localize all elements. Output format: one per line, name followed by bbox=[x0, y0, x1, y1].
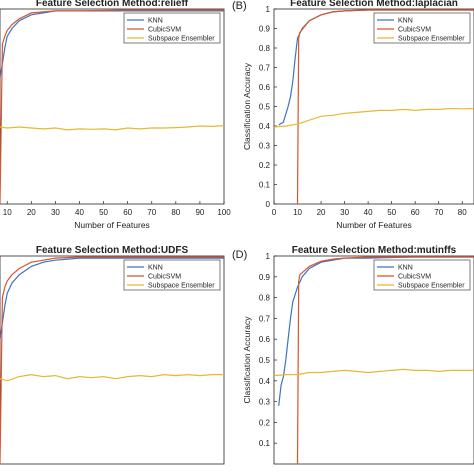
x-tick-label: 50 bbox=[387, 208, 396, 217]
y-tick-label: 0.7 bbox=[259, 64, 271, 73]
legend-label: Subspace Ensembler bbox=[148, 283, 215, 290]
y-tick-label: 0.2 bbox=[259, 418, 271, 427]
y-axis-label: Classification Accuracy bbox=[242, 62, 252, 150]
y-tick-label: 0.6 bbox=[259, 83, 271, 92]
plot-area bbox=[0, 255, 225, 465]
series-line-knn bbox=[0, 257, 224, 340]
y-tick-label: 0.2 bbox=[259, 161, 271, 170]
x-tick-label: 80 bbox=[458, 208, 467, 217]
x-tick-label: 30 bbox=[340, 208, 349, 217]
y-tick-label: 0.9 bbox=[259, 25, 271, 34]
y-tick-label: 0.9 bbox=[259, 273, 271, 282]
series-line-cubicsvm bbox=[0, 9, 224, 204]
x-tick-label: 10 bbox=[293, 208, 302, 217]
x-tick-label: 40 bbox=[364, 208, 373, 217]
series-line-cubicsvm bbox=[0, 256, 224, 464]
legend-label: Subspace Ensembler bbox=[398, 283, 465, 290]
y-axis-label: Classification Accuracy bbox=[242, 316, 252, 404]
y-tick-label: 1 bbox=[266, 252, 271, 261]
y-tick-label: 0.8 bbox=[259, 294, 271, 303]
chart-title: Feature Selection Method:relieff bbox=[36, 0, 189, 9]
y-tick-label: 0.3 bbox=[259, 398, 271, 407]
y-tick-label: 0.5 bbox=[259, 356, 271, 365]
legend-label: Subspace Ensembler bbox=[148, 36, 215, 43]
panel-letter: (B) bbox=[232, 0, 247, 12]
y-tick-label: 0 bbox=[266, 200, 271, 209]
chart-title: Feature Selection Method:laplacian bbox=[290, 0, 458, 9]
x-tick-label: 20 bbox=[27, 208, 36, 217]
x-axis-label: Number of Features bbox=[74, 220, 150, 230]
chart-title: Feature Selection Method:UDFS bbox=[36, 245, 189, 256]
legend-label: CubicSVM bbox=[148, 274, 181, 281]
legend-label: KNN bbox=[148, 265, 163, 272]
y-tick-label: 0.6 bbox=[259, 335, 271, 344]
series-line-cubicsvm bbox=[296, 9, 474, 204]
legend-label: Subspace Ensembler bbox=[398, 36, 465, 43]
series-line-subspace-ensembler bbox=[274, 107, 474, 128]
x-tick-label: 50 bbox=[99, 208, 108, 217]
legend-label: KNN bbox=[148, 18, 163, 25]
x-tick-label: 80 bbox=[171, 208, 180, 217]
y-tick-label: 1 bbox=[266, 5, 271, 14]
y-tick-label: 0.7 bbox=[259, 314, 271, 323]
series-line-subspace-ensembler bbox=[274, 368, 474, 377]
x-tick-label: 70 bbox=[434, 208, 443, 217]
series-line-knn bbox=[0, 10, 224, 78]
x-tick-label: 60 bbox=[411, 208, 420, 217]
y-tick-label: 0.4 bbox=[259, 122, 271, 131]
series-line-cubicsvm bbox=[296, 256, 474, 464]
legend-label: CubicSVM bbox=[398, 27, 431, 34]
y-tick-label: 0.3 bbox=[259, 142, 271, 151]
chart-title: Feature Selection Method:mutinffs bbox=[292, 245, 457, 256]
y-tick-label: 0.5 bbox=[259, 103, 271, 112]
y-tick-label: 0.4 bbox=[259, 377, 271, 386]
x-axis-label: Number of Features bbox=[336, 220, 412, 230]
x-tick-label: 20 bbox=[317, 208, 326, 217]
legend-label: KNN bbox=[398, 18, 413, 25]
y-tick-label: 0.1 bbox=[259, 439, 271, 448]
legend-label: CubicSVM bbox=[398, 274, 431, 281]
series-line-subspace-ensembler bbox=[0, 373, 224, 382]
x-tick-label: 70 bbox=[147, 208, 156, 217]
legend-label: CubicSVM bbox=[148, 27, 181, 34]
series-line-subspace-ensembler bbox=[0, 125, 224, 131]
x-tick-label: 30 bbox=[51, 208, 60, 217]
x-tick-label: 60 bbox=[123, 208, 132, 217]
x-tick-label: 40 bbox=[75, 208, 84, 217]
x-tick-label: 0 bbox=[272, 208, 277, 217]
panel-letter: (D) bbox=[232, 249, 247, 261]
y-tick-label: 0.1 bbox=[259, 181, 271, 190]
legend-label: KNN bbox=[398, 265, 413, 272]
x-tick-label: 90 bbox=[195, 208, 204, 217]
x-tick-label: 10 bbox=[3, 208, 12, 217]
x-tick-label: 100 bbox=[217, 208, 231, 217]
plot-area bbox=[273, 255, 474, 465]
y-tick-label: 0.8 bbox=[259, 44, 271, 53]
